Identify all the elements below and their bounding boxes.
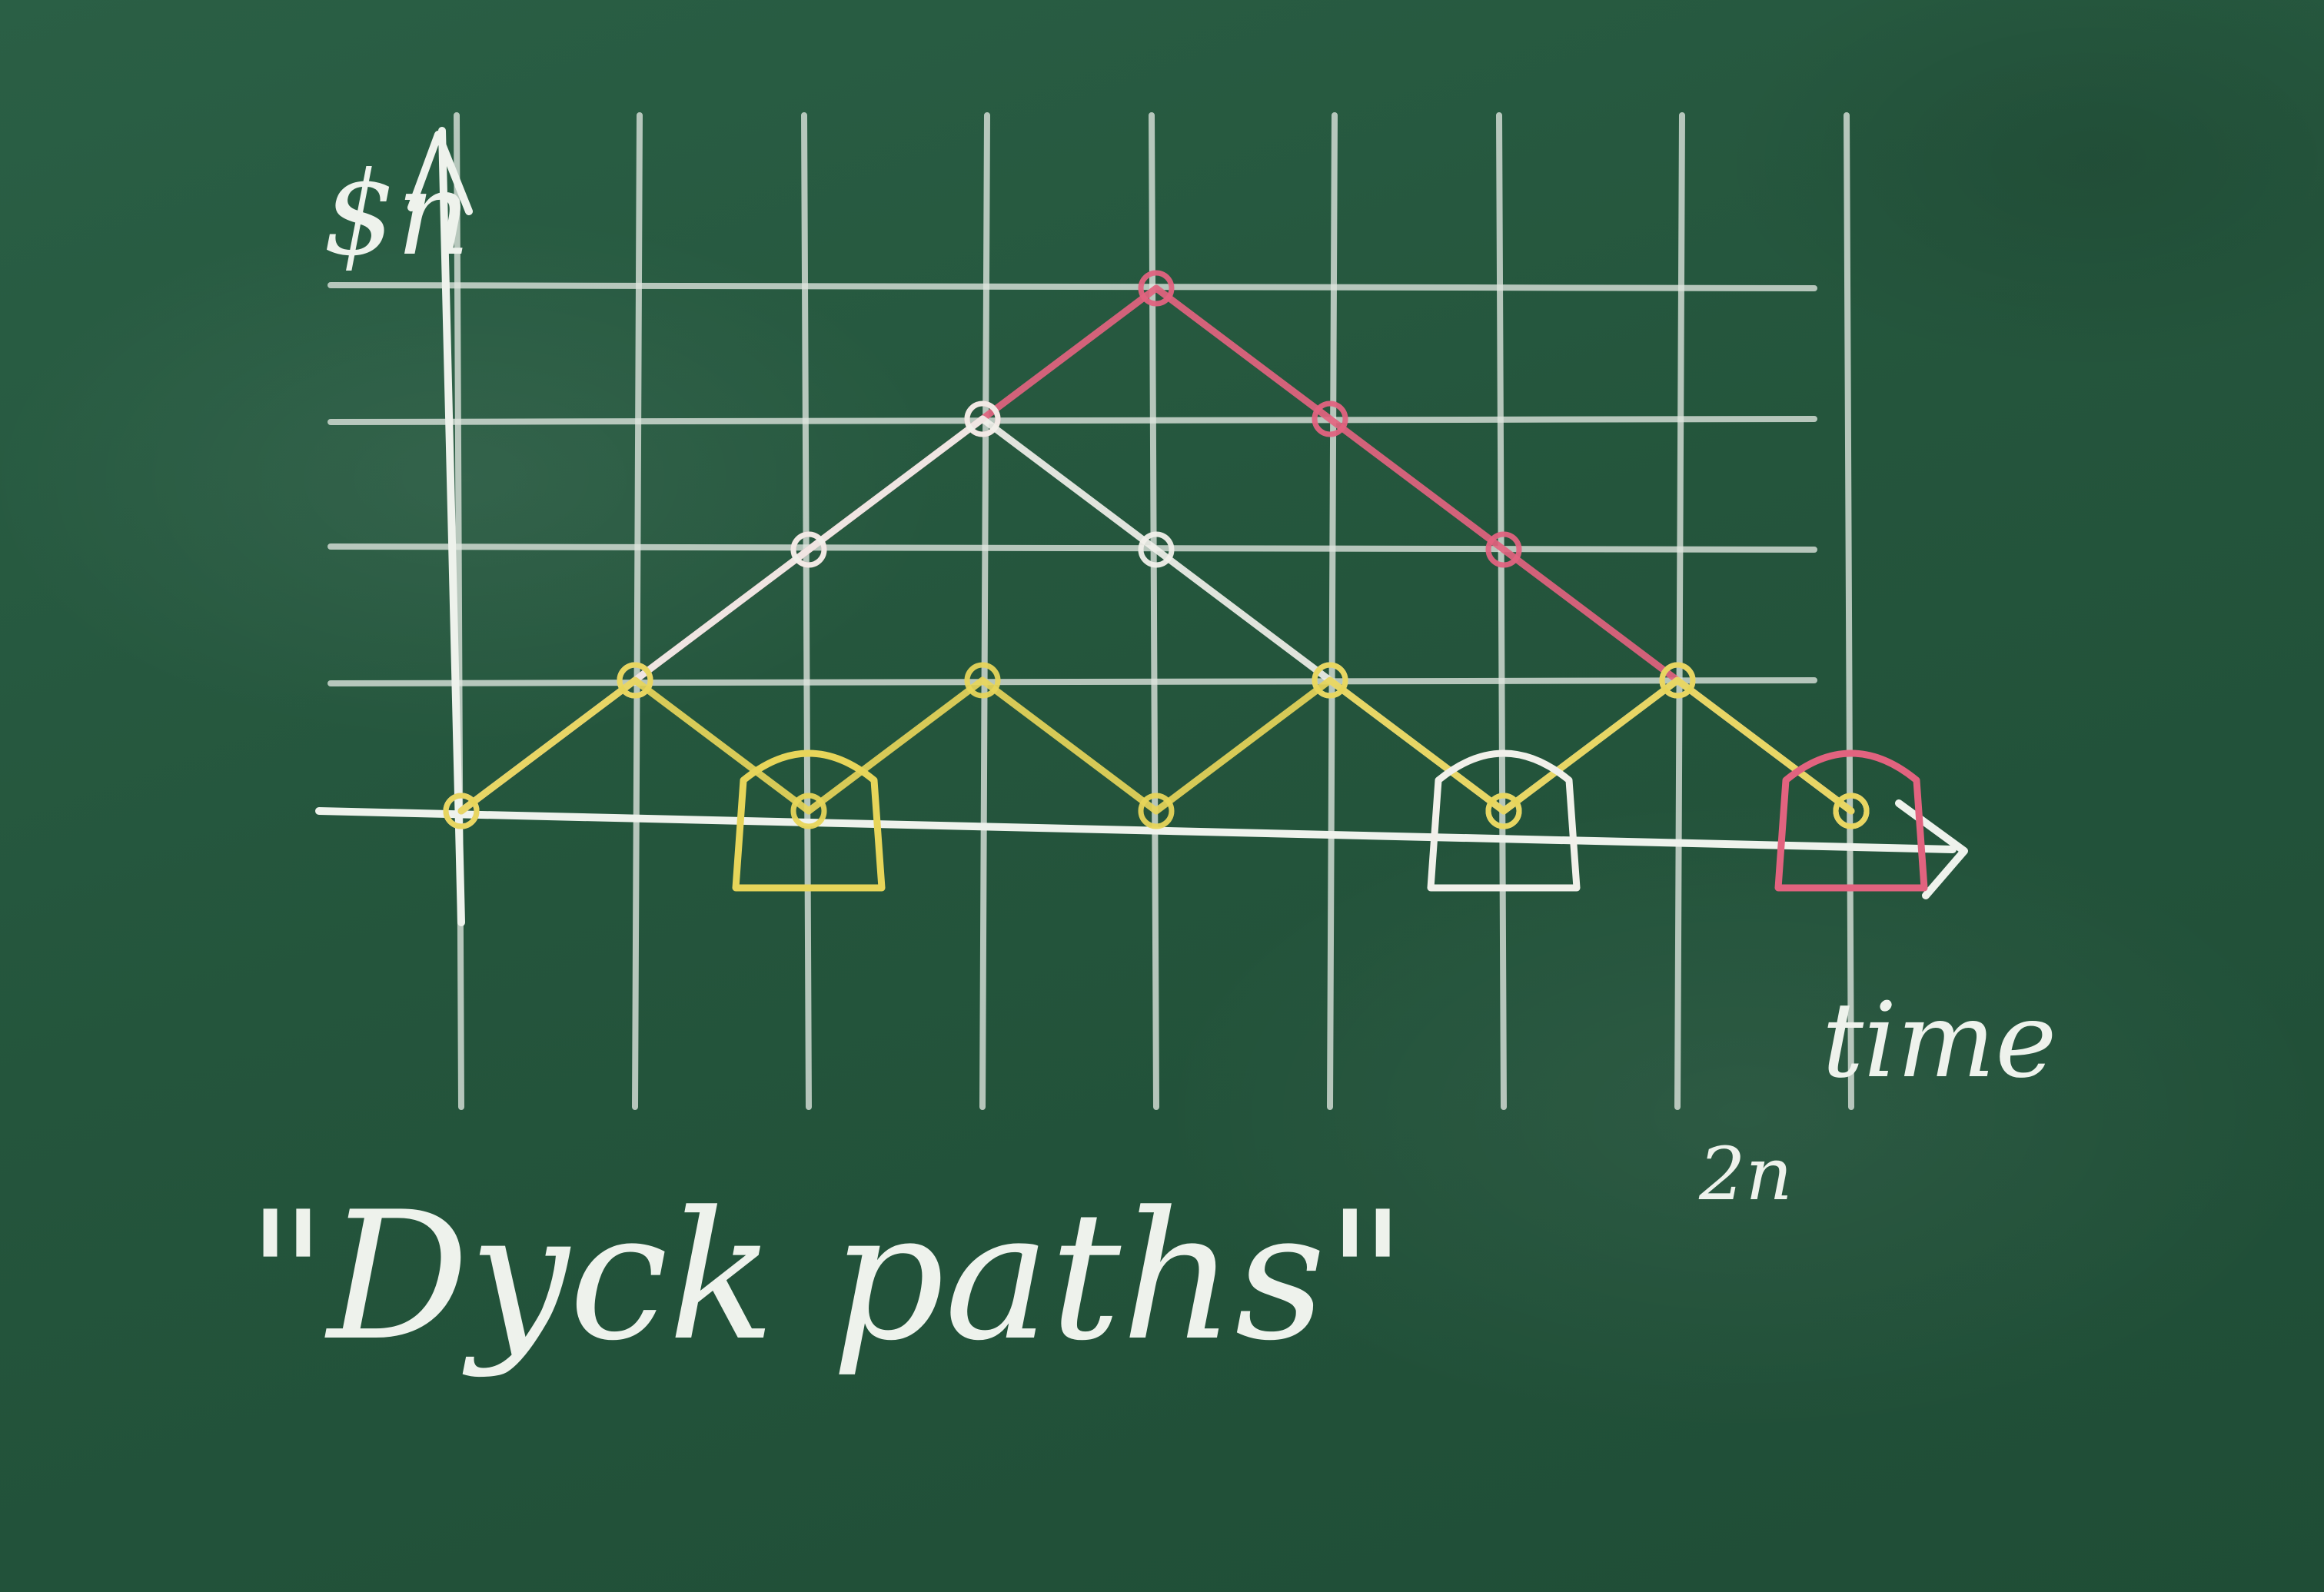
grid-line-vertical — [1496, 112, 1507, 1110]
grid-line-vertical — [1149, 112, 1159, 1110]
data-point — [1312, 662, 1348, 699]
data-point — [1312, 400, 1348, 437]
grid-line-horizontal — [327, 416, 1817, 425]
grid-line-vertical — [632, 112, 643, 1110]
data-point — [790, 793, 827, 829]
data-point — [1659, 662, 1696, 699]
series-line — [457, 676, 1855, 815]
grid-line-vertical — [1674, 112, 1685, 1110]
data-point — [1833, 793, 1870, 829]
grid-line-horizontal — [327, 677, 1817, 686]
grid-line-vertical — [1844, 112, 1854, 1110]
highlight-boxes — [732, 749, 1928, 892]
grid-line-vertical — [801, 112, 812, 1110]
grid-line-horizontal — [327, 282, 1817, 291]
x-axis-label: time — [1822, 980, 2056, 1101]
data-point — [1138, 270, 1175, 307]
y-axis-arrow — [407, 131, 473, 215]
data-point — [617, 662, 653, 699]
highlight-box — [732, 749, 886, 892]
y-axis-label: $n — [323, 148, 470, 281]
series-lines — [443, 270, 1870, 829]
x-axis-line — [315, 807, 1957, 853]
y-axis-line — [438, 127, 465, 926]
grid-line-horizontal — [327, 543, 1817, 553]
data-point — [964, 400, 1001, 437]
x-tick-label-end: 2n — [1698, 1132, 1793, 1217]
highlight-box — [1774, 749, 1928, 892]
data-point — [1138, 793, 1175, 829]
grid-line-vertical — [979, 112, 990, 1110]
data-point — [1485, 793, 1522, 829]
data-point — [964, 662, 1001, 699]
grid-line-vertical — [1327, 112, 1338, 1110]
data-point — [1485, 531, 1522, 568]
grid — [327, 112, 1854, 1110]
highlight-box — [1427, 749, 1581, 892]
data-point — [1138, 531, 1175, 568]
data-point — [443, 793, 480, 829]
chart-title: "Dyck paths" — [246, 1175, 1407, 1380]
data-point — [790, 531, 827, 568]
grid-line-vertical — [454, 112, 464, 1110]
